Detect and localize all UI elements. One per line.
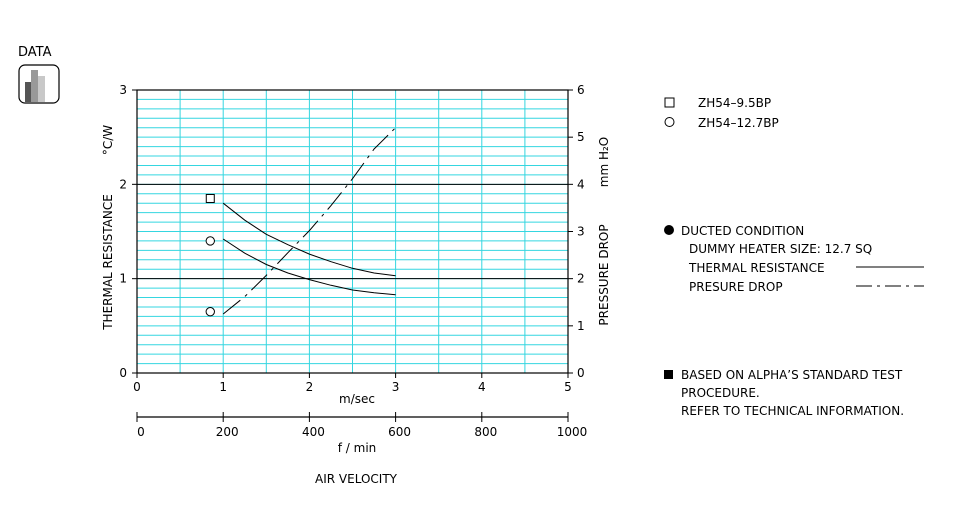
note-line-3: REFER TO TECHNICAL INFORMATION.: [681, 404, 904, 418]
xbottom-tick-label: 400: [302, 425, 325, 439]
right-axis-label: PRESSURE DROP: [597, 224, 611, 325]
condition-thermal-label: THERMAL RESISTANCE: [688, 261, 825, 275]
left-tick-label: 3: [119, 83, 127, 97]
condition-heater: DUMMY HEATER SIZE: 12.7 SQ: [689, 242, 872, 256]
axis-titles: m/sec f / min AIR VELOCITY THERMAL RESIS…: [101, 125, 611, 486]
chart-grid: [137, 90, 568, 373]
left-tick-label: 1: [119, 272, 127, 286]
right-tick-label: 0: [577, 366, 585, 380]
xtop-tick-label: 4: [478, 380, 486, 394]
bottom-axis-unit: f / min: [338, 441, 377, 455]
right-tick-label: 6: [577, 83, 585, 97]
condition-bullet-icon: [664, 225, 674, 235]
right-tick-label: 2: [577, 272, 585, 286]
xtop-tick-label: 5: [564, 380, 572, 394]
xtop-tick-label: 2: [306, 380, 314, 394]
left-tick-label: 0: [119, 366, 127, 380]
bar-chart-icon: [18, 64, 60, 104]
left-axis-unit: °C/W: [101, 125, 115, 155]
note-line-1: BASED ON ALPHA’S STANDARD TEST: [681, 368, 903, 382]
square-marker: [205, 193, 215, 203]
legend-label-2: ZH54–12.7BP: [698, 116, 779, 130]
right-tick-label: 3: [577, 225, 585, 239]
xtop-tick-label: 3: [392, 380, 400, 394]
legend-square-marker: [664, 97, 675, 108]
legend-circle-marker: [664, 117, 675, 127]
note-line-2: PROCEDURE.: [681, 386, 760, 400]
xbottom-tick-label: 600: [388, 425, 411, 439]
right-tick-label: 4: [577, 177, 585, 191]
chart-markers: [205, 193, 215, 317]
data-label: DATA: [18, 45, 52, 60]
xbottom-tick-label: 0: [137, 425, 145, 439]
series-line-3: [222, 127, 396, 315]
xbottom-tick-label: 1000: [557, 425, 588, 439]
top-axis-unit: m/sec: [339, 392, 375, 406]
right-axis-unit: mm H₂O: [597, 137, 611, 187]
left-axis-label: THERMAL RESISTANCE: [101, 194, 115, 331]
xbottom-tick-label: 800: [474, 425, 497, 439]
right-tick-label: 1: [577, 319, 585, 333]
left-tick-label: 2: [119, 177, 127, 191]
condition-title: DUCTED CONDITION: [681, 224, 804, 238]
xbottom-tick-label: 200: [216, 425, 239, 439]
series-line-2: [222, 238, 396, 296]
xtop-tick-label: 0: [133, 380, 141, 394]
circle-marker-2: [205, 236, 215, 246]
xtop-tick-label: 1: [219, 380, 227, 394]
circle-marker-3: [205, 306, 215, 317]
legend-label-1: ZH54–9.5BP: [698, 96, 771, 110]
chart-series: [222, 127, 396, 315]
x-axis-label: AIR VELOCITY: [315, 472, 398, 486]
note-bullet-icon: [664, 370, 673, 379]
right-tick-label: 5: [577, 130, 585, 144]
condition-pressure-label: PRESURE DROP: [689, 280, 783, 294]
series-line-1: [222, 202, 396, 277]
